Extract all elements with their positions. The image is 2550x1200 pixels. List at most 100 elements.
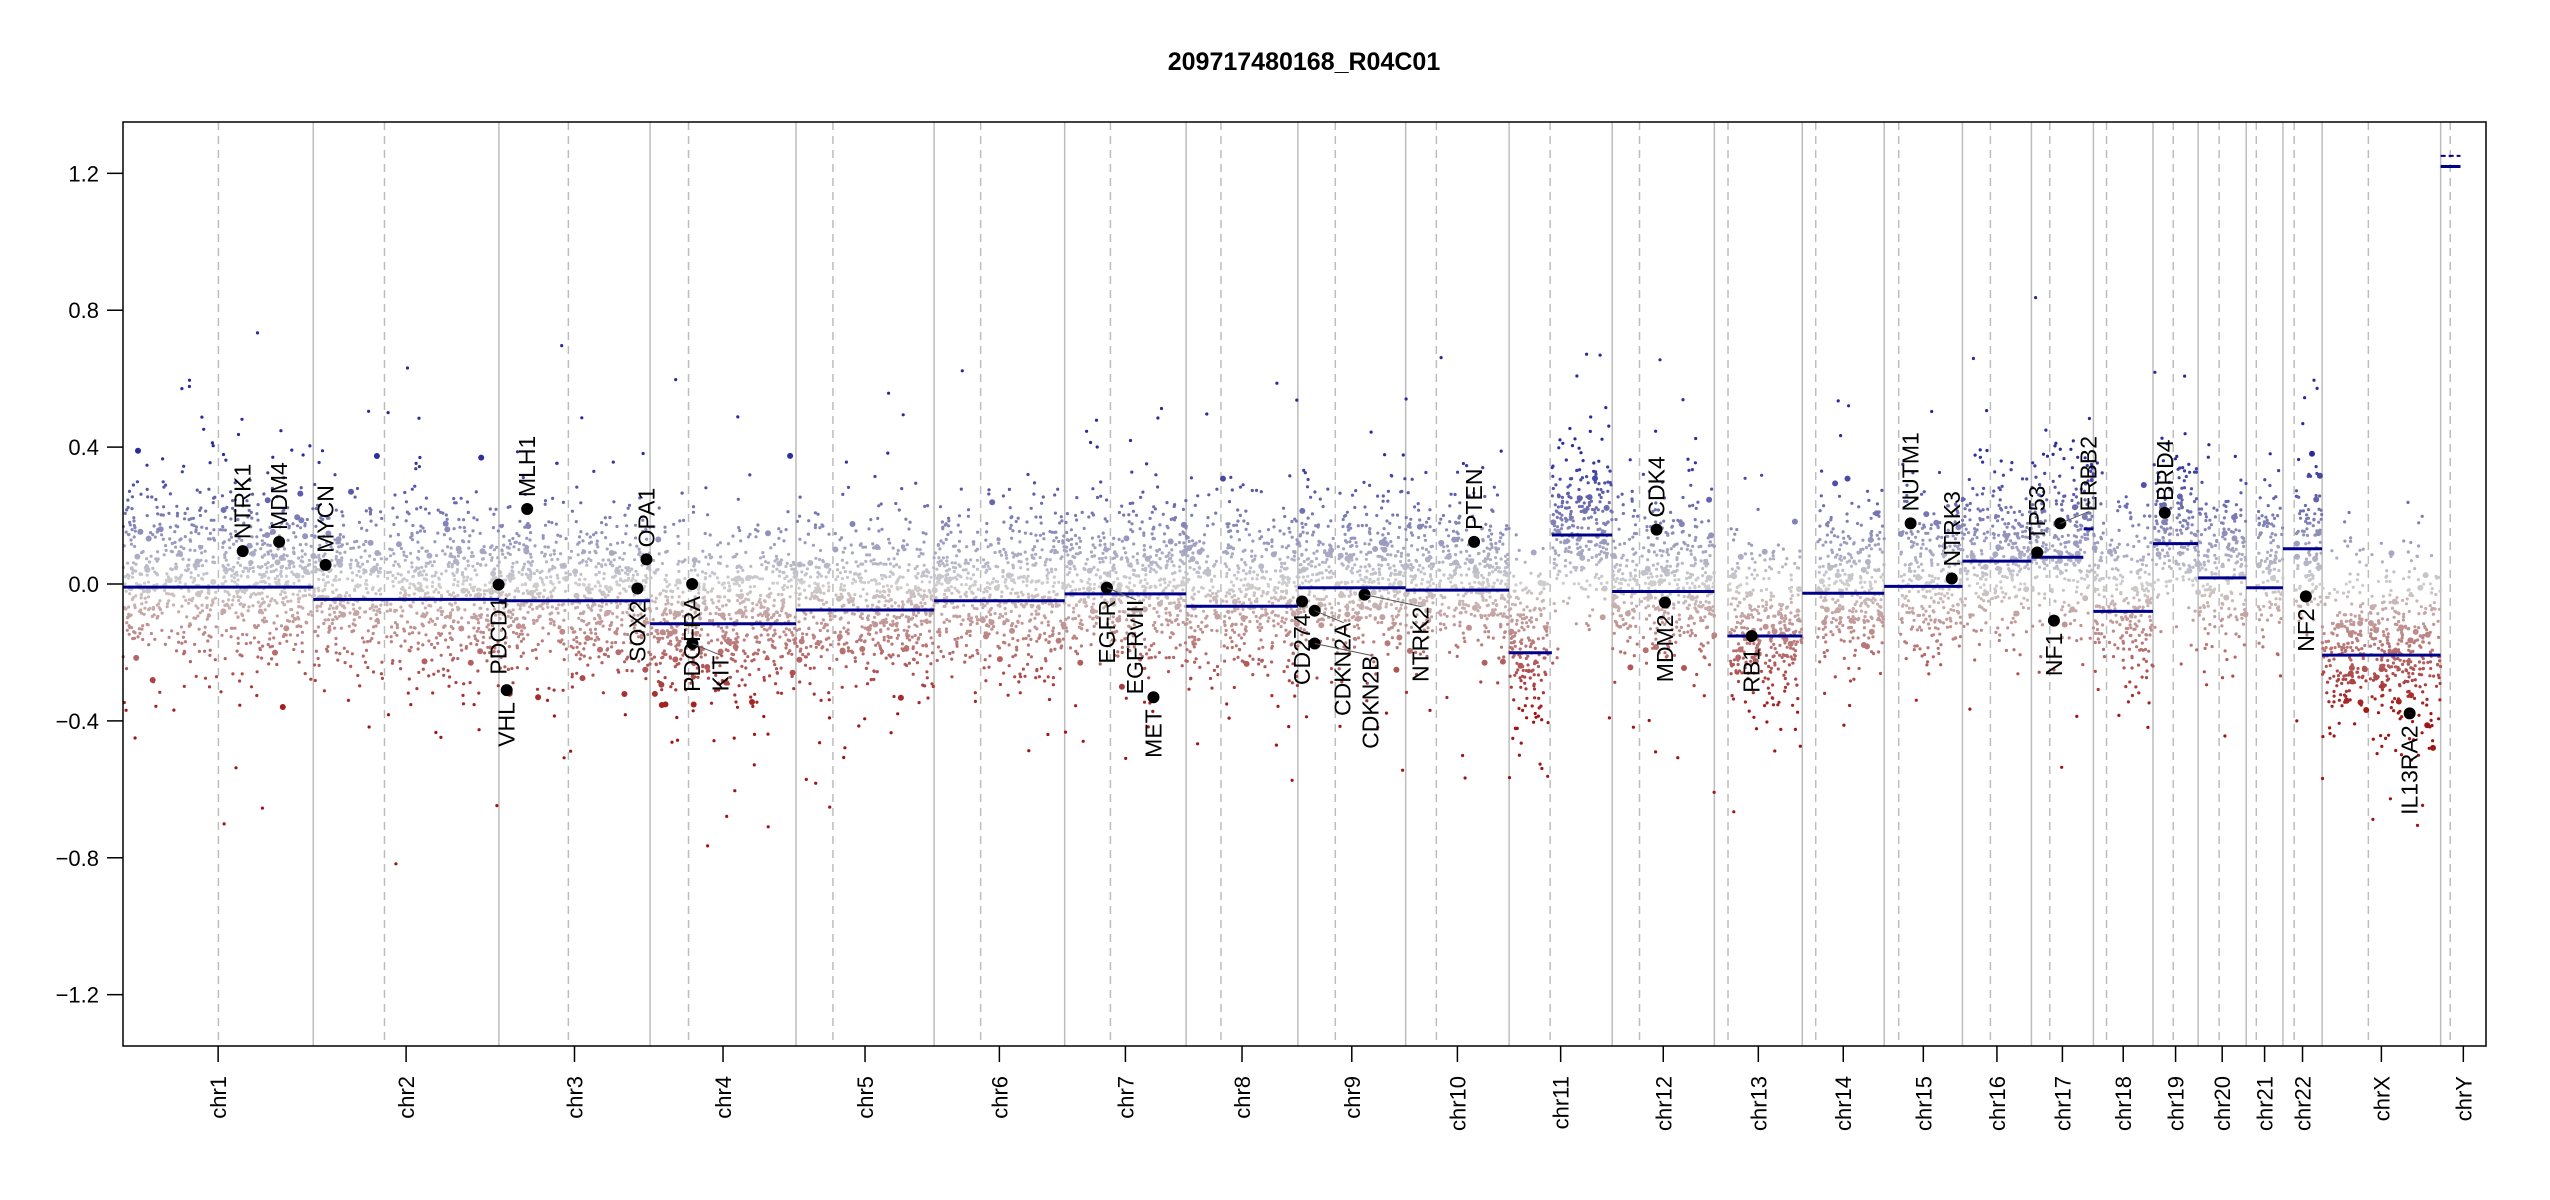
- probe-point: [269, 570, 273, 574]
- probe-point: [334, 651, 338, 655]
- probe-point: [1290, 535, 1294, 539]
- probe-point: [1066, 616, 1071, 620]
- probe-point: [597, 655, 601, 659]
- probe-point: [241, 569, 245, 573]
- probe-point: [282, 632, 286, 637]
- probe-point: [737, 526, 741, 530]
- probe-point: [407, 632, 411, 636]
- probe-point: [743, 659, 747, 663]
- probe-point: [252, 636, 256, 640]
- probe-point: [773, 663, 777, 667]
- probe-point: [901, 544, 905, 548]
- probe-point: [627, 607, 631, 611]
- probe-point: [609, 623, 613, 627]
- probe-point: [968, 633, 972, 638]
- probe-point: [610, 563, 614, 568]
- probe-point: [1016, 638, 1020, 643]
- probe-point: [452, 527, 456, 531]
- probe-point: [952, 569, 956, 574]
- probe-point: [919, 601, 923, 605]
- probe-point: [1092, 565, 1096, 570]
- probe-point: [369, 617, 373, 621]
- probe-point: [259, 547, 263, 551]
- probe-point: [427, 639, 431, 643]
- probe-point: [1176, 613, 1180, 618]
- probe-point: [585, 532, 589, 536]
- probe-point: [477, 728, 481, 732]
- probe-point: [1116, 577, 1120, 581]
- probe-point: [788, 649, 792, 653]
- probe-point: [200, 525, 204, 529]
- probe-point: [775, 567, 779, 571]
- probe-point: [1037, 604, 1041, 608]
- probe-point: [812, 666, 816, 670]
- probe-point: [828, 614, 832, 618]
- probe-point: [1004, 612, 1008, 616]
- probe-point: [503, 653, 507, 657]
- probe-point: [182, 517, 187, 521]
- probe-point: [252, 591, 256, 595]
- probe-point: [1287, 725, 1291, 729]
- probe-point: [675, 638, 679, 642]
- probe-point: [211, 501, 215, 505]
- probe-point: [986, 564, 990, 568]
- probe-point: [291, 522, 295, 526]
- probe-point: [1014, 591, 1018, 596]
- probe-point: [162, 485, 166, 489]
- probe-point: [300, 630, 304, 635]
- probe-point: [982, 666, 986, 670]
- probe-point: [540, 639, 544, 643]
- probe-point: [1002, 633, 1006, 637]
- probe-point: [787, 579, 791, 583]
- probe-point: [260, 806, 264, 810]
- probe-point: [877, 504, 881, 508]
- probe-point: [358, 615, 362, 619]
- probe-point: [984, 679, 988, 683]
- probe-point: [538, 591, 542, 596]
- probe-point: [194, 525, 198, 529]
- probe-point: [615, 649, 622, 656]
- probe-point: [349, 558, 353, 562]
- probe-point: [316, 656, 320, 661]
- probe-point: [483, 551, 487, 555]
- probe-point: [461, 702, 466, 706]
- probe-point: [800, 570, 804, 574]
- probe-point: [1170, 631, 1174, 635]
- probe-point: [396, 541, 402, 548]
- probe-point: [874, 579, 878, 583]
- probe-point: [921, 644, 925, 648]
- probe-point: [937, 563, 942, 567]
- probe-point: [773, 628, 777, 632]
- probe-point: [1143, 578, 1147, 582]
- probe-point: [204, 596, 208, 600]
- probe-point: [264, 570, 269, 574]
- probe-point: [1141, 567, 1145, 572]
- probe-point: [463, 529, 467, 533]
- probe-point: [186, 507, 190, 511]
- probe-point: [1117, 510, 1121, 515]
- probe-point: [1033, 616, 1037, 620]
- probe-point: [466, 575, 470, 579]
- probe-point: [1021, 637, 1025, 641]
- probe-point: [873, 474, 877, 479]
- probe-point: [166, 575, 170, 579]
- probe-point: [139, 492, 143, 496]
- probe-point: [636, 613, 640, 617]
- probe-point: [914, 481, 918, 485]
- probe-point: [526, 567, 531, 571]
- probe-point: [938, 547, 942, 551]
- probe-point: [350, 571, 355, 575]
- probe-point: [267, 662, 271, 666]
- probe-point: [762, 609, 769, 616]
- probe-point: [874, 643, 878, 647]
- probe-point: [939, 559, 943, 563]
- probe-point: [499, 574, 503, 578]
- probe-point: [183, 640, 187, 644]
- probe-point: [145, 622, 149, 627]
- probe-point: [352, 629, 356, 633]
- probe-point: [1026, 643, 1030, 647]
- probe-point: [755, 603, 759, 607]
- probe-point: [317, 553, 321, 557]
- probe-point: [628, 543, 632, 547]
- probe-point: [1075, 518, 1079, 522]
